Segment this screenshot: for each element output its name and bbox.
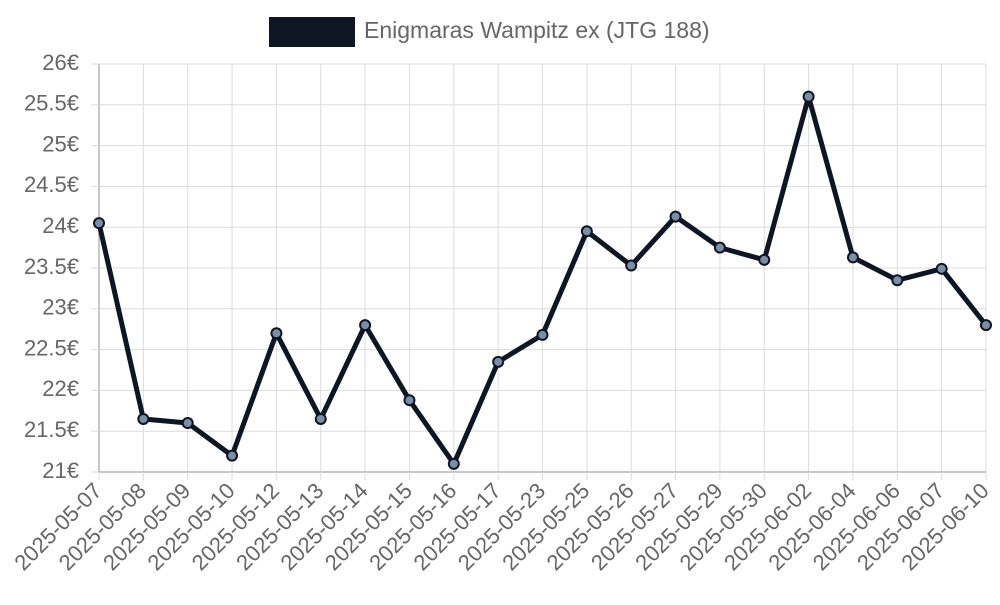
y-tick-label: 24€: [42, 213, 79, 238]
y-axis-ticks: 21€ 21.5€ 22€ 22.5€ 23€ 23.5€ 24€ 24.5€ 25€ 25.5€…: [24, 50, 99, 483]
data-point[interactable]: [181, 417, 194, 430]
data-point[interactable]: [270, 327, 283, 340]
data-point[interactable]: [403, 394, 416, 407]
legend-label[interactable]: Enigmaras Wampitz ex (JTG 188): [364, 17, 710, 43]
y-tick-label: 21.5€: [24, 417, 79, 442]
data-point[interactable]: [492, 355, 505, 368]
data-point[interactable]: [758, 253, 771, 266]
grid: [98, 63, 987, 473]
data-point[interactable]: [980, 319, 992, 332]
markers: [93, 90, 992, 470]
data-point[interactable]: [536, 328, 549, 341]
data-point[interactable]: [713, 241, 726, 254]
data-point[interactable]: [891, 274, 904, 287]
data-point[interactable]: [93, 217, 105, 230]
data-point[interactable]: [669, 210, 682, 223]
data-point[interactable]: [137, 412, 150, 425]
legend[interactable]: Enigmaras Wampitz ex (JTG 188): [269, 17, 710, 47]
data-point[interactable]: [447, 457, 460, 470]
y-tick-label: 21€: [42, 458, 79, 483]
y-tick-label: 23.5€: [24, 254, 79, 279]
y-tick-label: 22.5€: [24, 335, 79, 360]
y-tick-label: 25€: [42, 131, 79, 156]
data-point[interactable]: [580, 225, 593, 238]
data-point[interactable]: [359, 319, 372, 332]
data-point[interactable]: [935, 262, 948, 275]
data-point[interactable]: [802, 90, 815, 103]
data-point[interactable]: [226, 449, 239, 462]
data-point[interactable]: [314, 412, 327, 425]
y-tick-label: 25.5€: [24, 91, 79, 116]
x-axis-ticks: 2025-05-072025-05-082025-05-092025-05-10…: [9, 472, 994, 575]
data-point[interactable]: [846, 251, 859, 264]
y-tick-label: 24.5€: [24, 172, 79, 197]
legend-swatch[interactable]: [269, 17, 355, 47]
data-point[interactable]: [625, 259, 638, 272]
y-tick-label: 26€: [42, 50, 79, 75]
y-tick-label: 22€: [42, 376, 79, 401]
y-tick-label: 23€: [42, 295, 79, 320]
